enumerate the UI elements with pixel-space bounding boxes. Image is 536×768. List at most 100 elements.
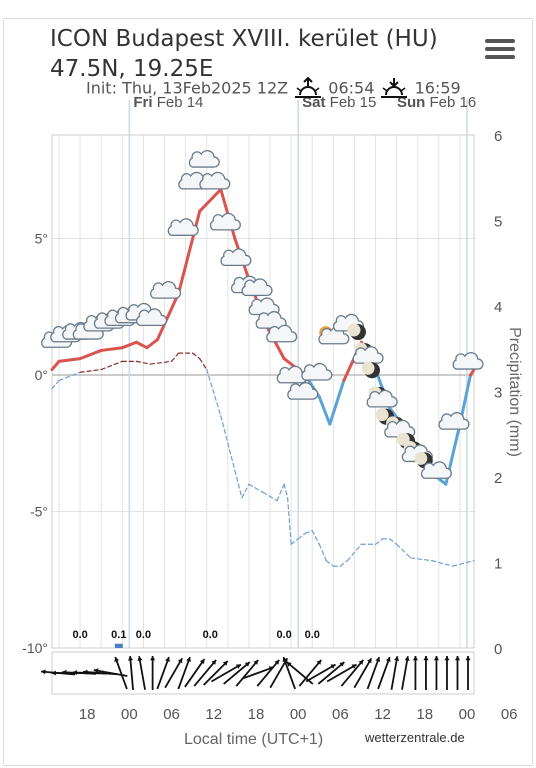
cloud-icon [248,297,280,316]
cloud-icon [438,412,470,430]
dewpoint-segment [241,483,250,499]
y-tick-label-right: 6 [494,128,502,145]
wind-arrow [340,659,364,687]
wind-arrow [223,661,251,685]
temperature-segment [78,348,103,361]
precip-label: 0.0 [72,629,87,641]
temperature-segment [468,368,476,377]
cloud-icon [209,212,241,231]
moon-icon [347,323,366,341]
sunset-icon [381,78,408,98]
cloud-icon [255,311,287,329]
x-tick-label: 12 [374,706,391,723]
wind-arrow [177,656,191,690]
precip-label: 0.0 [136,629,151,641]
temperature-segment [198,187,223,213]
day-label: Fri Feb 14 [133,94,203,111]
temperature-segment [317,395,332,426]
plot-area [51,134,475,649]
dewpoint-segment [346,543,363,562]
dewpoint-segment [311,530,320,545]
wind-arrow [412,656,418,690]
wind-arrow [235,659,259,687]
temperature-segment [57,357,82,363]
wind-arrow [164,657,183,689]
x-tick-label: 00 [290,706,307,723]
y-tick-label-right: 1 [494,556,502,573]
wind-arrow [366,656,381,690]
cloud-icon [199,171,231,190]
dewpoint-segment [431,560,454,567]
x-tick-label: 00 [121,706,138,723]
y-axis-title-right: Precipitation (mm) [506,327,523,457]
y-tick-label-right: 0 [494,641,502,658]
temperature-segment [120,340,138,350]
init-label: Init: Thu, 13Feb2025 12Z [86,78,289,98]
wind-arrow [298,659,322,687]
y-tick-label-left: 0° [35,367,48,383]
cloud-icon [287,382,319,400]
day-label: Sat Feb 15 [302,94,376,111]
dewpoint-segment [220,415,236,472]
temperature-segment [328,378,346,426]
wind-arrow [326,663,358,683]
wind-arrow [282,656,296,690]
wind-arrow [150,656,156,690]
moon-icon [361,361,381,379]
dewpoint-segment [262,491,278,502]
cloud-icon [188,150,220,168]
x-tick-label: 06 [501,706,518,723]
dewpoint-segment [374,538,384,545]
hamburger-menu-icon[interactable] [485,39,515,61]
cloud-icon [366,389,398,408]
dewpoint-segment [135,360,152,365]
wind-arrow [184,658,206,688]
cloud-icon [167,218,199,236]
x-tick-label: 06 [332,706,349,723]
wind-arrow [203,660,229,686]
dewpoint-segment [51,379,60,390]
precip-label: 0.1 [111,629,126,641]
wind-arrow [256,659,280,687]
wind-arrow [433,656,440,690]
wind-arrow [211,663,242,683]
dewpoint-segment [100,360,123,371]
dewpoint-segment [325,560,334,567]
dewpoint-segment [396,543,412,559]
x-tick-label: 00 [459,706,476,723]
dewpoint-segment [79,368,102,373]
wind-arrow [114,656,128,690]
dewpoint-segment [287,497,292,545]
y-tick-label-right: 4 [494,299,502,316]
x-tick-label: 18 [416,706,433,723]
wind-arrow [465,656,471,690]
wind-arrow [454,656,461,690]
precip-label: 0.0 [203,629,218,641]
y-tick-label-left: -5° [30,504,48,520]
cloud-icon [452,352,484,370]
y-tick-label-left: 5° [35,231,48,247]
temperature-segment [145,338,159,350]
cloud-icon [352,346,384,364]
page-title: ICON Budapest XVIII. kerület (HU) 47.5N,… [50,26,438,82]
wind-arrow [423,656,429,690]
sunrise-icon [295,76,322,98]
wind-arrow [156,656,170,690]
y-tick-label-right: 3 [494,385,502,402]
dewpoint-segment [389,538,398,545]
init-info: Init: Thu, 13Feb2025 12Z 06:54 16:59 [86,76,461,102]
credits-link[interactable]: wetterzentrale.de [365,730,465,745]
dewpoint-segment [339,560,348,567]
chart-frame [3,18,533,766]
precip-bar [114,643,123,648]
wind-arrow [127,655,134,691]
dewpoint-segment [234,469,243,499]
sunrise-time: 06:54 [328,78,375,98]
x-axis-title: Local time (UTC+1) [184,731,324,748]
dewpoint-segment [283,483,289,499]
dewpoint-segment [304,530,313,534]
temperature-segment [177,209,202,295]
temperature-segment [50,359,61,372]
wind-arrow [317,661,345,685]
